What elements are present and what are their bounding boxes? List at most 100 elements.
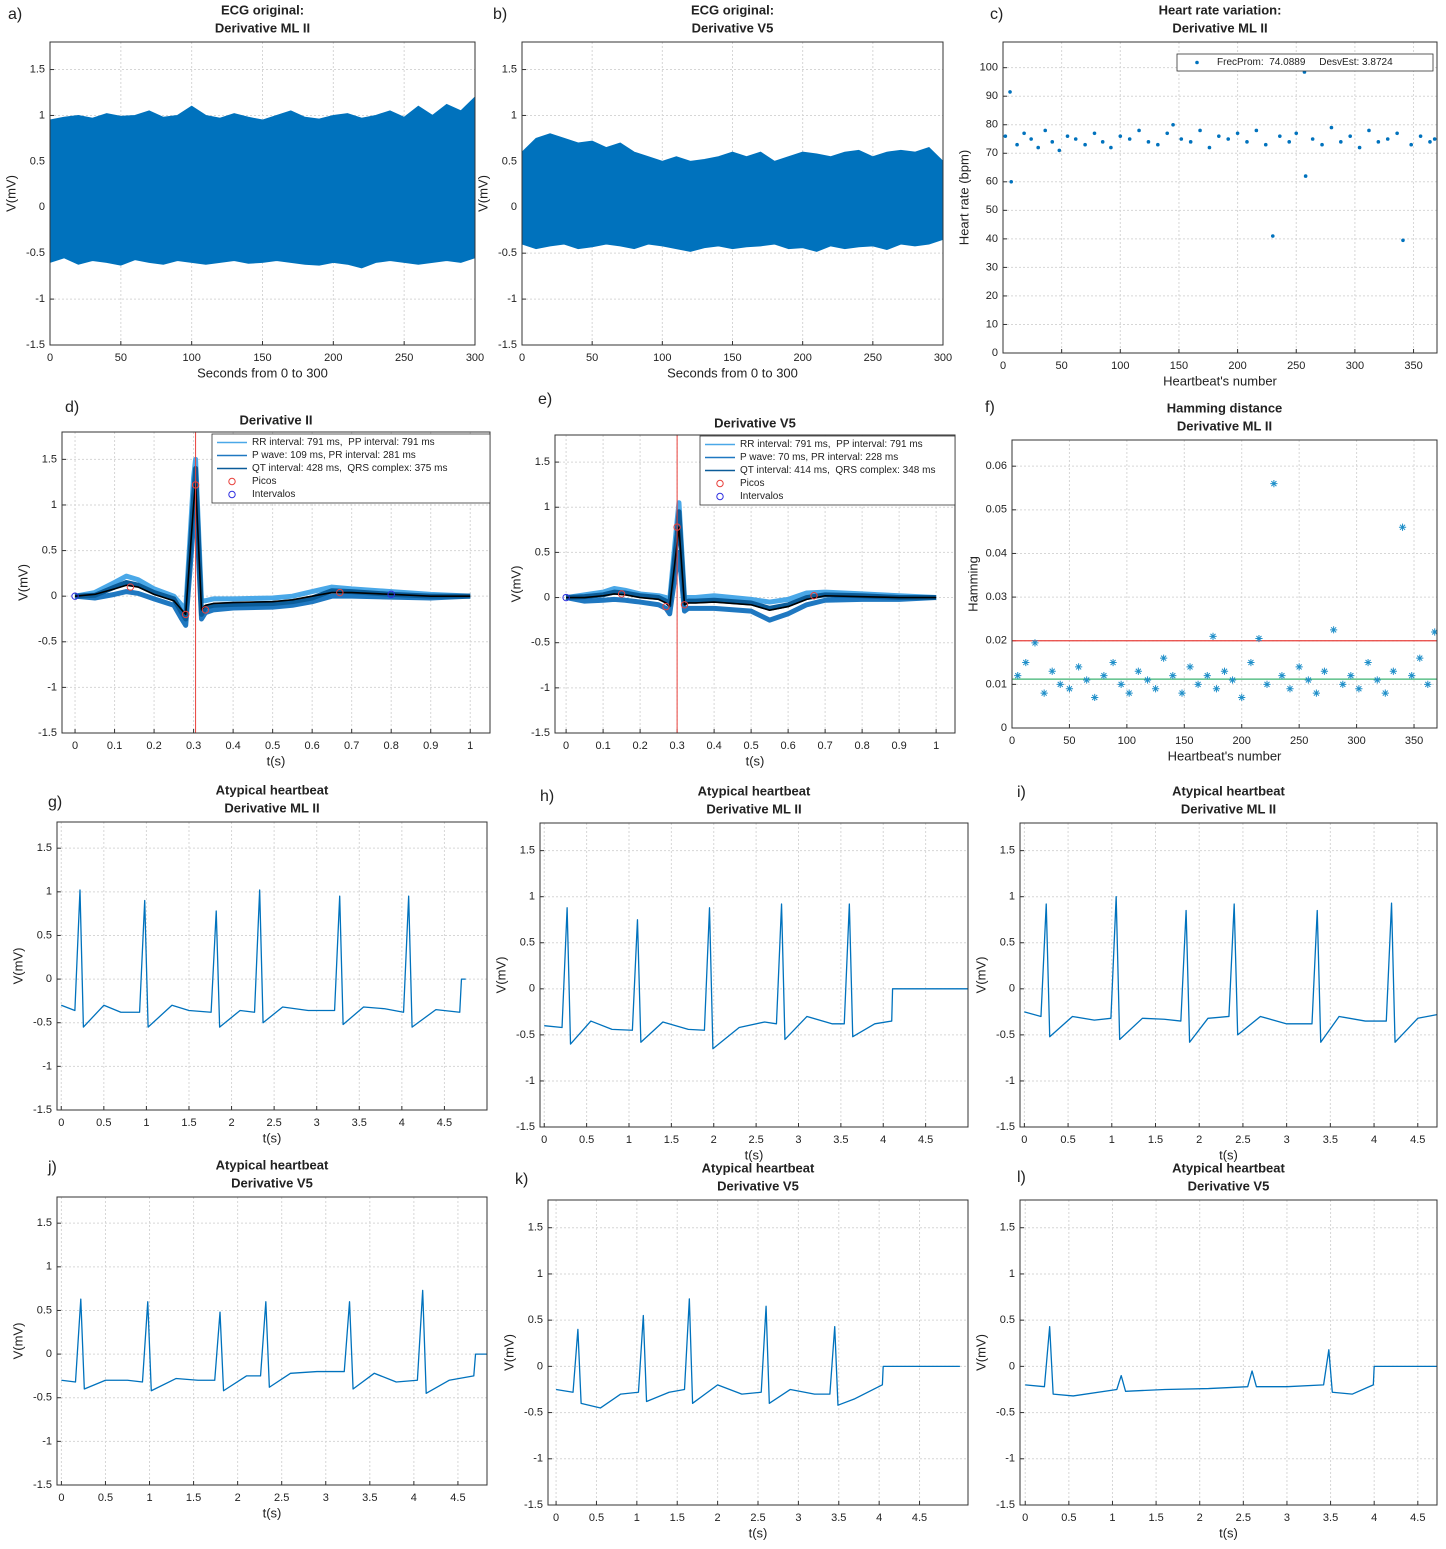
panel: -1.5 -1 -0.5 0 0.5 1 1.5 0 50 100 150 200 250 300 ECG … <box>3 2 484 380</box>
y-tick-label: -1 <box>42 1060 52 1072</box>
point <box>387 590 395 599</box>
point <box>1431 628 1437 636</box>
x-tick-label: 1.5 <box>670 1512 685 1524</box>
x-tick-label: 0.8 <box>384 740 399 752</box>
x-tick-label: 3 <box>1284 1134 1290 1146</box>
y-axis-label: V(mV) <box>508 566 523 603</box>
line <box>61 1289 487 1395</box>
chart-title: ECG original: <box>691 2 774 17</box>
x-tick-label: 300 <box>934 352 952 364</box>
point <box>1217 134 1221 138</box>
point <box>680 601 689 609</box>
y-tick-label: 0 <box>1009 1360 1015 1372</box>
legend-label: P wave: 109 ms, PR interval: 281 ms <box>252 450 416 461</box>
y-tick-label: 0.04 <box>986 547 1007 559</box>
x-tick-label: 2 <box>235 1492 241 1504</box>
x-tick-label: 2.5 <box>274 1492 289 1504</box>
point <box>1339 140 1343 144</box>
y-tick-label: -1 <box>525 1075 535 1087</box>
legend-label: FrecProm: 74.0889 DesvEst: 3.8724 <box>1217 57 1393 68</box>
legend-box <box>1176 53 1434 72</box>
y-tick-label: 100 <box>980 62 998 74</box>
y-tick-label: 0.5 <box>42 544 57 556</box>
x-tick-label: 0 <box>563 740 569 752</box>
y-tick-label: 20 <box>986 290 998 302</box>
x-tick-label: 150 <box>1170 360 1188 372</box>
y-axis-label: V(mV) <box>493 957 508 994</box>
chart-title: Atypical heartbeat <box>1172 1160 1285 1175</box>
panel: -1.5 -1 -0.5 0 0.5 1 1.5 0 0.5 1 1.5 2 2.5 3 3.5 4 4.5 At… <box>973 783 1438 1162</box>
y-tick-label: 10 <box>986 318 998 330</box>
point <box>1075 663 1083 671</box>
y-tick-label: 1 <box>39 109 45 121</box>
chart-title: Derivative II <box>240 412 313 427</box>
panel-label: d) <box>65 399 79 416</box>
panel-label: c) <box>990 6 1003 23</box>
y-tick-label: -0.5 <box>38 636 57 648</box>
x-tick-label: 1.5 <box>1148 1512 1163 1524</box>
x-tick-label: 2.5 <box>750 1512 765 1524</box>
x-tick-label: 1.5 <box>181 1117 196 1129</box>
plot-frame <box>49 41 476 346</box>
y-tick-label: -0.5 <box>516 1029 535 1041</box>
panel-label: a) <box>8 6 22 23</box>
x-tick-label: 3.5 <box>1323 1134 1338 1146</box>
panel-label: k) <box>515 1171 528 1188</box>
x-tick-label: 250 <box>864 352 882 364</box>
plot-frame <box>547 1199 969 1506</box>
chart-title: Atypical heartbeat <box>698 783 811 798</box>
x-axis-label: t(s) <box>1219 1147 1238 1162</box>
y-tick-label: 0.5 <box>1000 1314 1015 1326</box>
line <box>74 481 471 616</box>
plot-data <box>1012 480 1437 702</box>
chart-subtitle: Derivative ML II <box>1177 418 1272 433</box>
chart-title: Atypical heartbeat <box>216 1157 329 1172</box>
plot-frame <box>1011 439 1438 729</box>
point <box>662 602 670 611</box>
legend-box <box>699 435 956 506</box>
x-axis-label: t(s) <box>746 753 765 768</box>
y-tick-label: 0.03 <box>986 591 1007 603</box>
x-tick-label: 0.5 <box>743 740 758 752</box>
panel: -1.5 -1 -0.5 0 0.5 1 1.5 0 0.1 0.2 0.3 0.4 0.5 0.6 0.7… <box>508 391 956 768</box>
y-tick-label: -1 <box>42 1435 52 1447</box>
y-tick-label: -1.5 <box>996 1121 1015 1133</box>
point <box>1073 137 1078 141</box>
x-tick-label: 0.5 <box>96 1117 111 1129</box>
legend-label: Picos <box>252 476 276 487</box>
y-tick-label: 1.5 <box>1000 845 1015 857</box>
point <box>1146 140 1151 144</box>
y-axis-label: V(mV) <box>10 1323 25 1360</box>
x-tick-label: 0.9 <box>891 740 906 752</box>
point <box>1050 140 1055 144</box>
x-tick-label: 150 <box>1175 735 1193 747</box>
x-tick-label: 300 <box>466 352 484 364</box>
chart-subtitle: Derivative V5 <box>692 20 774 35</box>
panel: 0 10 20 30 40 50 60 70 80 90 100 0 50 100 150 200 250 300… <box>956 2 1438 388</box>
point <box>1134 667 1142 675</box>
plot-data <box>544 903 968 1050</box>
point <box>1254 128 1259 133</box>
x-tick-label: 3 <box>1284 1512 1290 1524</box>
x-tick-label: 50 <box>115 352 127 364</box>
point <box>1188 140 1193 144</box>
y-tick-label: -0.5 <box>996 1406 1015 1418</box>
x-tick-label: 250 <box>1287 360 1305 372</box>
point <box>1347 672 1355 680</box>
x-tick-label: 4 <box>876 1512 882 1524</box>
chart-subtitle: Derivative V5 <box>1188 1178 1270 1193</box>
point <box>1209 632 1217 640</box>
x-axis-label: Seconds from 0 to 300 <box>667 365 798 380</box>
x-tick-label: 1.5 <box>1148 1134 1163 1146</box>
x-tick-label: 50 <box>1063 735 1075 747</box>
point <box>1118 134 1123 138</box>
x-tick-label: 4 <box>1371 1512 1377 1524</box>
plot-area <box>57 1197 487 1485</box>
line <box>1024 896 1437 1043</box>
point <box>1169 672 1177 680</box>
x-tick-label: 2 <box>228 1117 234 1129</box>
x-tick-label: 0 <box>58 1117 64 1129</box>
x-tick-label: 0 <box>58 1492 64 1504</box>
x-tick-label: 0.5 <box>265 740 280 752</box>
y-tick-label: -1 <box>540 682 550 694</box>
